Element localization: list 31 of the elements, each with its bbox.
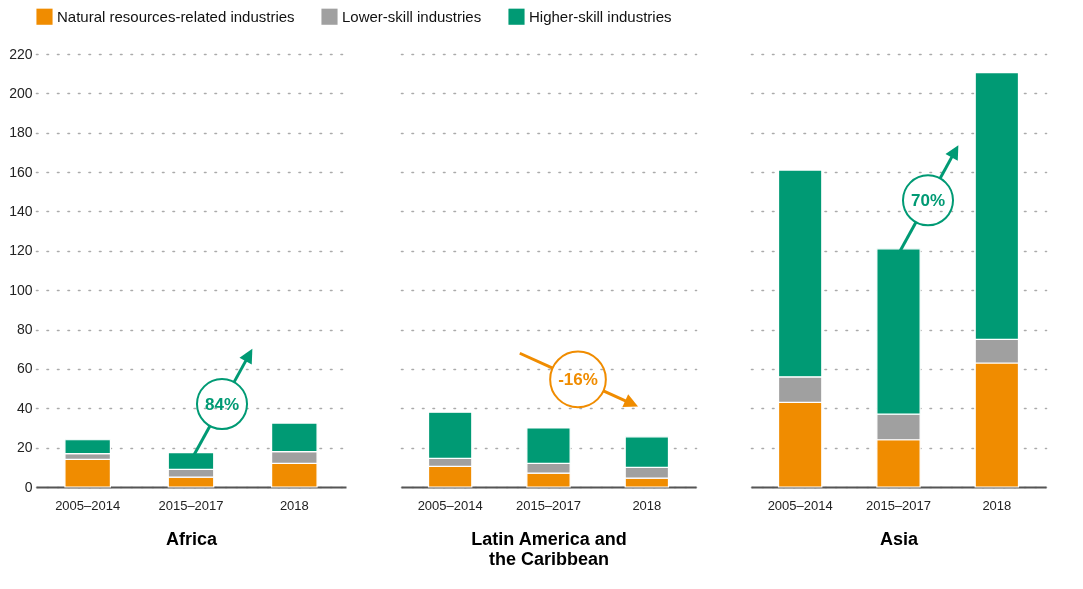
x-axis-title: Africa bbox=[165, 528, 218, 549]
legend-label: Natural resources-related industries bbox=[57, 7, 295, 25]
y-tick-label: 160 bbox=[9, 163, 33, 180]
y-tick-label: 20 bbox=[16, 439, 33, 456]
x-tick-label: 2005–2014 bbox=[767, 497, 833, 513]
legend-label: Higher-skill industries bbox=[529, 7, 672, 25]
x-tick-label: 2015–2017 bbox=[865, 497, 932, 513]
y-tick-label: 120 bbox=[9, 242, 33, 259]
x-tick-label: 2015–2017 bbox=[515, 497, 582, 513]
y-tick-label: 200 bbox=[9, 84, 33, 101]
bar bbox=[64, 458, 111, 488]
y-tick-label: 60 bbox=[16, 360, 33, 377]
y-tick-label: 140 bbox=[9, 202, 33, 219]
x-tick-label: 2005–2014 bbox=[55, 497, 121, 513]
x-tick-label: 2018 bbox=[279, 497, 309, 513]
x-tick-label: 2018 bbox=[982, 497, 1012, 513]
legend-label: Lower-skill industries bbox=[342, 7, 482, 25]
annotation: 84% bbox=[204, 394, 240, 414]
x-tick-label: 2005–2014 bbox=[417, 497, 483, 513]
y-tick-label: 40 bbox=[16, 399, 33, 416]
y-tick-label: 80 bbox=[16, 321, 33, 338]
x-axis-title: Latin America and the Caribbean bbox=[471, 528, 627, 569]
x-tick-label: 2018 bbox=[632, 497, 662, 513]
x-tick-label: 2015–2017 bbox=[158, 497, 224, 513]
y-tick-label: 180 bbox=[9, 124, 33, 141]
x-axis-title: Asia bbox=[879, 528, 919, 549]
y-tick-label: 220 bbox=[9, 45, 33, 62]
annotation: 70% bbox=[910, 190, 946, 210]
annotation: -16% bbox=[558, 369, 598, 389]
y-tick-label: 0 bbox=[24, 478, 33, 495]
y-tick-label: 100 bbox=[9, 281, 33, 298]
